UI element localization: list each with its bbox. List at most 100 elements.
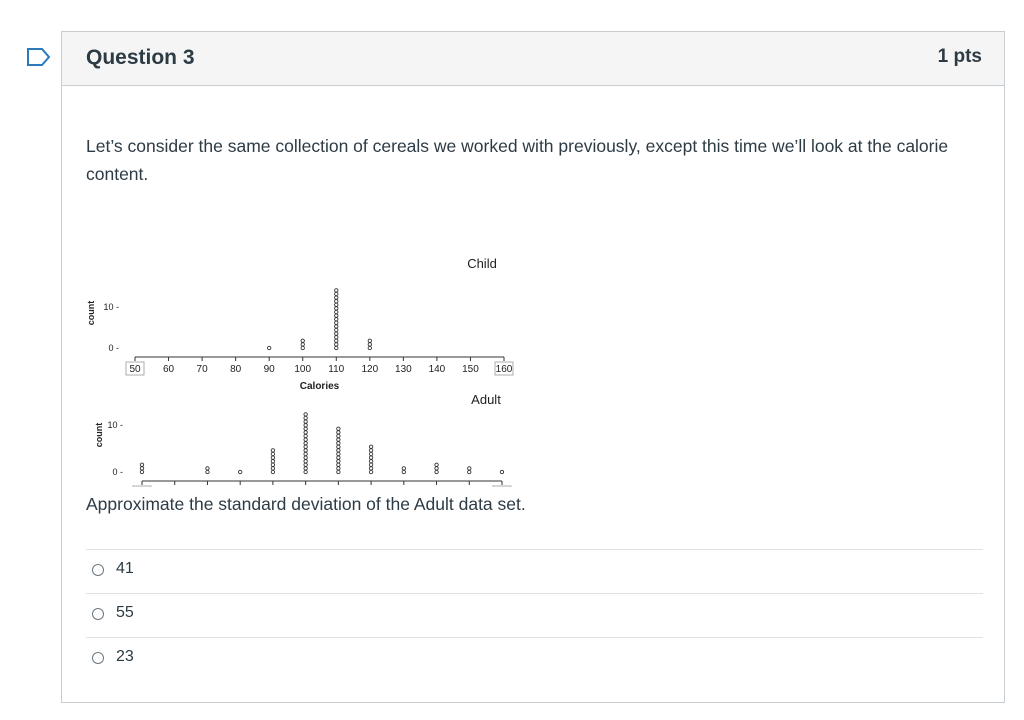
x-tick-label: 160: [496, 364, 513, 375]
question-points: 1 pts: [937, 46, 982, 67]
data-dot: [336, 455, 341, 460]
answer-label: 23: [116, 648, 134, 665]
x-tick-label: 140: [429, 364, 446, 375]
x-tick-label: 100: [294, 364, 311, 375]
data-dot: [270, 462, 276, 467]
data-dot: [334, 345, 339, 351]
data-dot: [267, 345, 272, 351]
x-tick-box: [492, 485, 512, 487]
data-dot: [336, 462, 341, 467]
y-axis-label: count: [86, 301, 96, 326]
data-dot: [270, 455, 276, 460]
y-tick-label: 10 -: [103, 302, 119, 312]
data-dot: [303, 441, 308, 446]
data-dot: [205, 466, 210, 471]
dotplot-figure: Child count 0 - 10 - 50 60 70 80 90 100 110 120 130 1…: [82, 217, 552, 487]
data-dot: [336, 448, 341, 453]
data-dot: [334, 338, 339, 343]
data-dot: [368, 444, 374, 449]
data-dot: [401, 466, 406, 471]
data-dot: [300, 338, 305, 343]
data-dot: [270, 448, 276, 453]
data-dot: [434, 462, 439, 467]
data-dot: [334, 317, 339, 322]
answer-option[interactable]: 23: [86, 637, 983, 681]
data-dot: [334, 342, 339, 347]
x-tick-box: [125, 361, 145, 376]
data-dot: [238, 469, 243, 475]
radio-unselected-icon[interactable]: [92, 652, 104, 664]
answer-option[interactable]: 41: [86, 549, 983, 593]
y-tick-label: 10 -: [107, 420, 123, 430]
x-tick-label: 130: [395, 364, 412, 375]
data-dot: [368, 466, 374, 471]
data-dot: [334, 320, 339, 325]
data-dot: [368, 455, 374, 460]
data-dot: [334, 313, 339, 318]
data-dot: [336, 444, 341, 449]
answer-label: 55: [116, 604, 134, 621]
data-dot: [303, 466, 308, 471]
answer-option[interactable]: 55: [86, 593, 983, 637]
data-dot: [368, 448, 374, 453]
data-dot: [270, 451, 276, 457]
data-dot: [368, 459, 374, 464]
data-dot: [303, 430, 308, 435]
data-dot: [270, 469, 276, 475]
answer-list: 41 55 23: [86, 549, 983, 681]
data-dot: [334, 327, 339, 333]
data-dot: [303, 469, 308, 475]
data-dot: [205, 469, 210, 475]
data-dot: [334, 309, 339, 315]
data-dot: [334, 295, 339, 300]
data-dot: [303, 426, 308, 431]
x-tick-box: [132, 485, 152, 487]
data-dot: [334, 302, 339, 307]
data-dot: [334, 306, 339, 311]
x-tick-label: 110: [328, 364, 344, 375]
y-tick-label: 0 -: [112, 467, 123, 477]
x-tick-label: 90: [264, 364, 276, 375]
data-dot: [303, 437, 308, 442]
data-dot: [336, 430, 341, 435]
data-dot: [334, 291, 339, 297]
x-tick-label: 150: [462, 364, 479, 375]
data-dot: [303, 448, 308, 453]
radio-unselected-icon[interactable]: [92, 564, 104, 576]
data-dot: [300, 345, 305, 351]
data-dot: [303, 455, 308, 460]
data-dot: [499, 469, 505, 475]
x-tick-label: 50: [129, 364, 141, 375]
data-dot: [336, 459, 341, 464]
x-tick-label: 80: [230, 364, 242, 375]
data-dot: [336, 426, 341, 431]
radio-unselected-icon[interactable]: [92, 608, 104, 620]
data-dot: [303, 444, 308, 449]
data-dot: [139, 466, 145, 471]
x-tick-label: 120: [361, 364, 378, 375]
data-dot: [334, 331, 339, 336]
data-dot: [336, 451, 341, 457]
data-dot: [334, 324, 339, 329]
data-dot: [303, 415, 308, 421]
x-axis-label: Calories: [300, 381, 340, 392]
panel-title: Child: [467, 256, 497, 271]
data-dot: [334, 288, 339, 293]
data-dot: [303, 451, 308, 457]
data-dot: [139, 462, 145, 467]
data-dot: [334, 335, 339, 340]
data-dot: [368, 451, 374, 457]
data-dot: [300, 342, 305, 347]
data-dot: [303, 459, 308, 464]
question-text: Let’s consider the same collection of ce…: [86, 136, 949, 184]
dotplot-charts: Child count 0 - 10 - 50 60 70 80 90 100 110 120 130 1…: [86, 256, 514, 487]
answer-label: 41: [116, 560, 134, 577]
data-dot: [303, 419, 308, 424]
question-prompt: Approximate the standard deviation of th…: [86, 494, 526, 514]
data-dot: [367, 342, 372, 347]
data-dot: [368, 469, 374, 475]
data-dot: [367, 345, 372, 351]
data-dot: [270, 459, 276, 464]
bookmark-flag-icon[interactable]: [26, 47, 52, 67]
data-dot: [334, 299, 339, 304]
